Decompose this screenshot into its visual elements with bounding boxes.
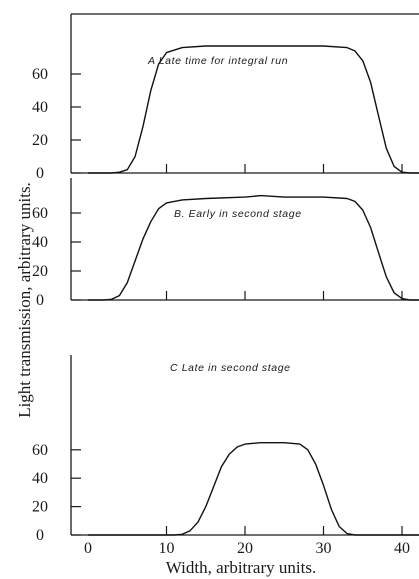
- x-tick-label: 10: [159, 540, 175, 557]
- panel-c-y-tick-label: 0: [36, 527, 44, 544]
- y-axis-label: Light transmission, arbitrary units.: [15, 182, 34, 418]
- panel-c-y-tick-label: 20: [32, 499, 48, 516]
- panel-a-annotation: A Late time for integral run: [147, 55, 288, 67]
- panel-c-curve: [88, 442, 419, 536]
- x-tick-label: 30: [316, 540, 332, 557]
- panel-b-annotation: B. Early in second stage: [174, 208, 302, 220]
- x-tick-labels: 0 10 20 30 40: [84, 540, 410, 557]
- panel-c-annotation: C Late in second stage: [170, 362, 291, 374]
- x-tick-label: 40: [394, 540, 410, 557]
- panel-a-y-ticks: 0 20 40 60: [32, 66, 81, 182]
- panel-c: C Late in second stage 0 20 40 60: [32, 355, 419, 544]
- panel-a-y-tick-label: 40: [32, 99, 48, 116]
- x-tick-label: 20: [237, 540, 253, 557]
- panel-b-y-tick-label: 0: [36, 292, 44, 309]
- panel-b-curve: [88, 194, 419, 301]
- panel-c-y-ticks: 0 20 40 60: [32, 442, 81, 544]
- panel-b-y-tick-label: 60: [32, 205, 48, 222]
- x-axis-label: Width, arbitrary units.: [166, 558, 316, 577]
- panel-b: B. Early in second stage 0 20 40 60: [32, 178, 419, 309]
- panel-a-y-tick-label: 60: [32, 66, 48, 83]
- panel-a-curve: [88, 45, 419, 174]
- panel-c-y-tick-label: 60: [32, 442, 48, 459]
- panel-a-y-tick-label: 20: [32, 132, 48, 149]
- panel-a: A Late time for integral run 0 20 40 60: [32, 13, 419, 182]
- panel-a-y-tick-label: 0: [36, 165, 44, 182]
- panel-b-x-ticks: [165, 291, 403, 300]
- panel-b-y-tick-label: 40: [32, 234, 48, 251]
- panel-a-x-ticks: [165, 164, 403, 173]
- panel-c-x-ticks: [165, 526, 403, 535]
- panel-c-y-tick-label: 40: [32, 470, 48, 487]
- panel-b-y-ticks: 0 20 40 60: [32, 205, 81, 309]
- panel-b-y-tick-label: 20: [32, 263, 48, 280]
- x-tick-label: 0: [84, 540, 92, 557]
